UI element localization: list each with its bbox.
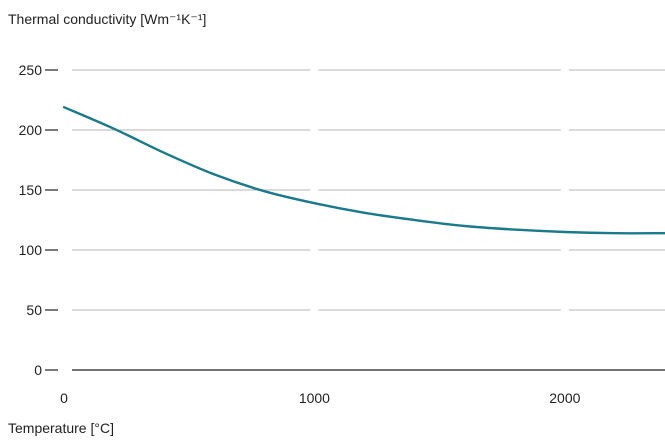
x-tick-label: 0 bbox=[60, 390, 68, 406]
x-tick-label: 2000 bbox=[549, 390, 580, 406]
x-axis-title: Temperature [°C] bbox=[8, 420, 114, 436]
y-axis-ticks: 0 50 100 150 200 250 bbox=[19, 62, 58, 378]
y-axis-title: Thermal conductivity [Wm⁻¹K⁻¹] bbox=[8, 11, 206, 27]
x-tick-label: 1000 bbox=[299, 390, 330, 406]
series-line bbox=[62, 106, 665, 235]
x-axis-ticks: 0 1000 2000 bbox=[60, 390, 581, 406]
y-tick-label: 250 bbox=[19, 62, 43, 78]
y-tick-label: 0 bbox=[34, 362, 42, 378]
y-tick-label: 200 bbox=[19, 122, 43, 138]
y-tick-label: 100 bbox=[19, 242, 43, 258]
grid bbox=[72, 69, 665, 371]
series-layer bbox=[62, 106, 665, 235]
y-tick-label: 50 bbox=[26, 302, 42, 318]
y-tick-label: 150 bbox=[19, 182, 43, 198]
